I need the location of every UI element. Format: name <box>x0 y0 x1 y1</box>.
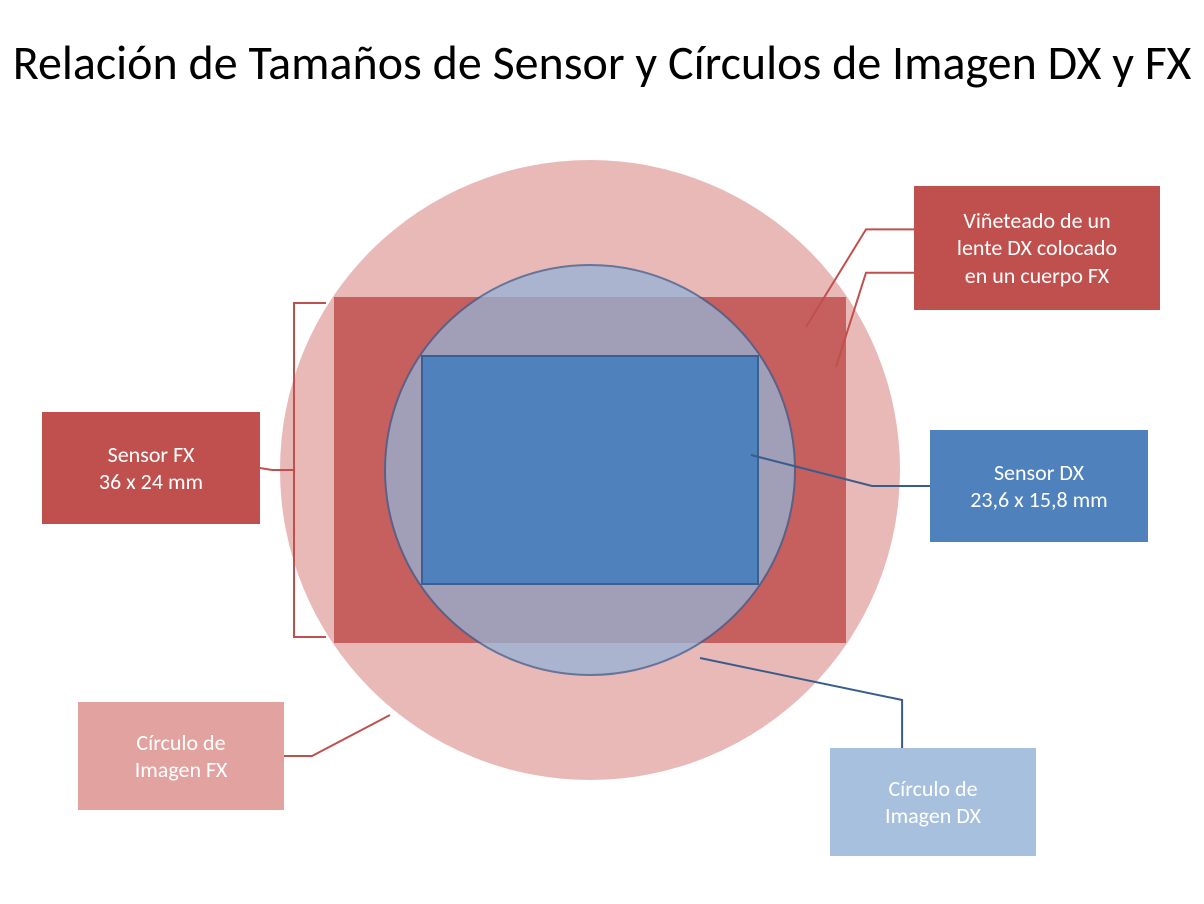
label-sensor-dx: Sensor DX 23,6 x 15,8 mm <box>930 430 1148 542</box>
dx-sensor-rect <box>421 355 759 585</box>
sensor-diagram: Sensor FX 36 x 24 mm Sensor DX 23,6 x 15… <box>0 0 1204 904</box>
label-text: Viñeteado de un <box>957 207 1117 235</box>
label-text: Imagen DX <box>885 802 981 830</box>
label-text: Círculo de <box>135 729 228 757</box>
label-text: 36 x 24 mm <box>99 468 203 496</box>
label-text: en un cuerpo FX <box>957 262 1117 290</box>
label-vignette: Viñeteado de un lente DX colocado en un … <box>914 186 1160 310</box>
label-circle-fx: Círculo de Imagen FX <box>78 702 284 810</box>
label-text: Sensor DX <box>970 459 1107 487</box>
label-text: 23,6 x 15,8 mm <box>970 486 1107 514</box>
label-sensor-fx: Sensor FX 36 x 24 mm <box>42 412 260 524</box>
label-text: lente DX colocado <box>957 234 1117 262</box>
label-circle-dx: Círculo de Imagen DX <box>830 748 1036 856</box>
label-text: Sensor FX <box>99 441 203 469</box>
label-text: Círculo de <box>885 775 981 803</box>
label-text: Imagen FX <box>135 756 228 784</box>
